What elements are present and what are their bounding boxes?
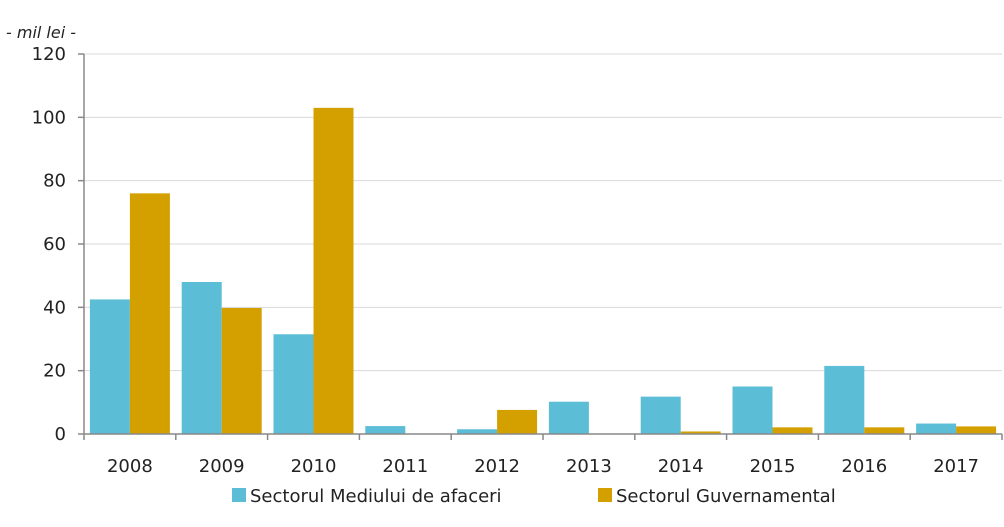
y-tick-label: 0 xyxy=(55,424,66,445)
x-tick-label: 2013 xyxy=(566,456,612,477)
y-tick-label: 20 xyxy=(43,361,66,382)
x-tick-label: 2017 xyxy=(933,456,979,477)
bar-2009-series-2 xyxy=(221,307,262,434)
y-axis-tick-labels: 0 20 40 60 80 100 120 xyxy=(32,44,66,445)
bar-2016-series-2 xyxy=(864,427,905,434)
y-tick-label: 80 xyxy=(43,171,66,192)
bar-2009-series-1 xyxy=(181,282,222,434)
x-tick-label: 2009 xyxy=(199,456,245,477)
bars xyxy=(89,107,997,434)
legend-item-1: Sectorul Mediului de afaceri xyxy=(232,486,502,507)
bar-2011-series-1 xyxy=(365,426,406,434)
legend-swatch xyxy=(598,488,612,502)
y-tick-label: 40 xyxy=(43,297,66,318)
y-tick-label: 60 xyxy=(43,234,66,255)
bar-2012-series-1 xyxy=(457,429,498,434)
bar-2015-series-1 xyxy=(732,386,773,434)
y-tick-label: 120 xyxy=(32,44,66,65)
y-tick-label: 100 xyxy=(32,107,66,128)
bar-2017-series-2 xyxy=(956,426,997,434)
bar-2010-series-2 xyxy=(313,107,354,434)
legend-label: Sectorul Guvernamental xyxy=(616,486,836,507)
x-tick-label: 2015 xyxy=(750,456,796,477)
x-tick-label: 2011 xyxy=(382,456,428,477)
bar-2014-series-2 xyxy=(680,431,721,434)
unit-label: - mil lei - xyxy=(6,23,76,42)
legend-swatch xyxy=(232,488,246,502)
bar-2012-series-2 xyxy=(497,409,538,434)
bar-2008-series-2 xyxy=(129,193,170,434)
axes xyxy=(78,53,1003,440)
x-tick-label: 2010 xyxy=(291,456,337,477)
legend-item-2: Sectorul Guvernamental xyxy=(598,486,836,507)
legend: Sectorul Mediului de afaceri Sectorul Guv… xyxy=(232,486,836,507)
x-tick-label: 2012 xyxy=(474,456,520,477)
x-axis-tick-labels: 2008 2009 2010 2011 2012 2013 2014 2015 2016 2017 xyxy=(107,456,979,477)
bar-2016-series-1 xyxy=(824,365,865,434)
bar-2014-series-1 xyxy=(640,396,681,434)
x-tick-label: 2008 xyxy=(107,456,153,477)
bar-2013-series-1 xyxy=(548,401,589,434)
x-tick-label: 2016 xyxy=(841,456,887,477)
x-tick-label: 2014 xyxy=(658,456,704,477)
bar-2017-series-1 xyxy=(916,423,957,434)
bar-2010-series-1 xyxy=(273,334,314,434)
bar-2008-series-1 xyxy=(89,299,130,434)
legend-label: Sectorul Mediului de afaceri xyxy=(250,486,502,507)
bar-2015-series-2 xyxy=(772,427,813,434)
